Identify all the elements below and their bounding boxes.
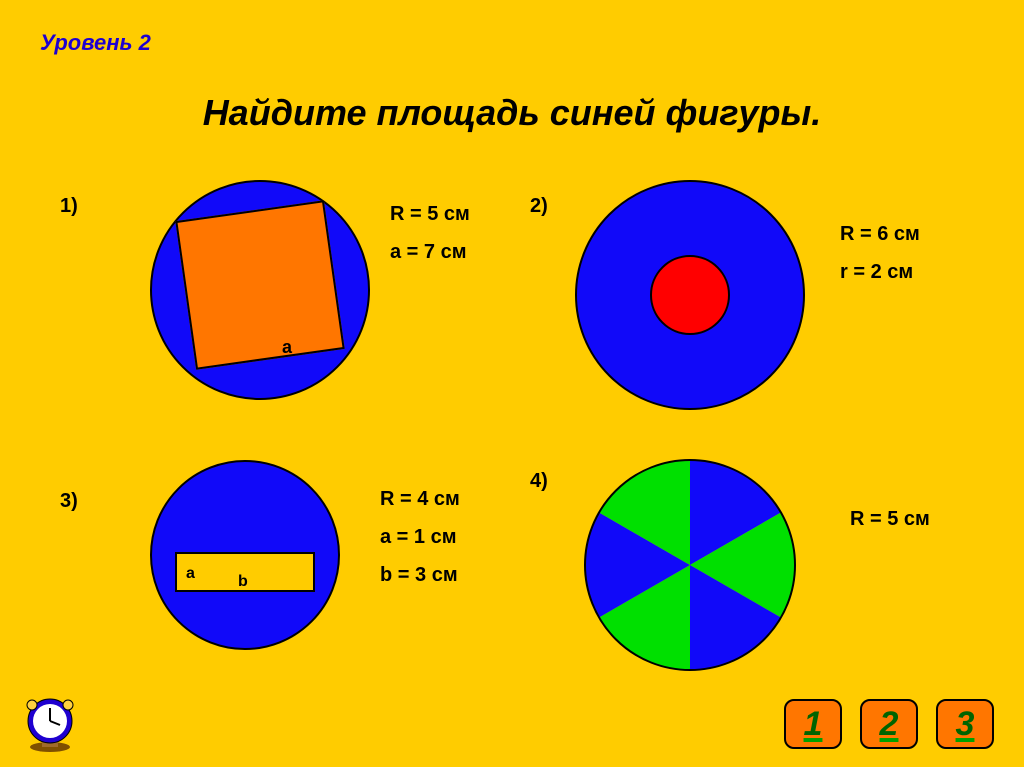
- nav-button-3[interactable]: 3: [936, 699, 994, 749]
- problem-1-number: 1): [60, 195, 78, 218]
- problem-4: 4) R = 5 см: [530, 455, 990, 685]
- problem-3-param-R: R = 4 см: [380, 480, 460, 518]
- clock-icon: [20, 693, 80, 753]
- problem-3-param-b: b = 3 см: [380, 556, 460, 594]
- problem-3-side-a-label: a: [186, 565, 195, 583]
- problem-2-params: R = 6 см r = 2 см: [840, 215, 920, 291]
- problem-1-param-R: R = 5 см: [390, 195, 470, 233]
- problem-3-side-b-label: b: [238, 573, 248, 591]
- problem-4-param-R: R = 5 см: [850, 500, 930, 538]
- nav-buttons: 1 2 3: [784, 699, 994, 749]
- problem-1-side-label: a: [282, 337, 292, 358]
- problem-2: 2) R = 6 см r = 2 см: [530, 175, 990, 425]
- problem-2-param-r: r = 2 см: [840, 253, 920, 291]
- problem-3-param-a: a = 1 см: [380, 518, 460, 556]
- problem-2-number: 2): [530, 195, 548, 218]
- page-title: Найдите площадь синей фигуры.: [0, 92, 1024, 134]
- problem-2-inner-circle: [650, 255, 730, 335]
- problem-1-square: [175, 200, 344, 369]
- nav-button-1[interactable]: 1: [784, 699, 842, 749]
- problem-1-params: R = 5 см a = 7 см: [390, 195, 470, 271]
- level-label: Уровень 2: [40, 30, 151, 56]
- problem-2-param-R: R = 6 см: [840, 215, 920, 253]
- problem-4-pie: [580, 455, 800, 675]
- problem-4-number: 4): [530, 470, 548, 493]
- problem-3-number: 3): [60, 490, 78, 513]
- problem-3: 3) a b R = 4 см a = 1 см b = 3 см: [60, 460, 500, 680]
- problem-4-params: R = 5 см: [850, 500, 930, 538]
- problem-1: 1) a R = 5 см a = 7 см: [60, 175, 500, 415]
- problem-1-param-a: a = 7 см: [390, 233, 470, 271]
- nav-button-2[interactable]: 2: [860, 699, 918, 749]
- problem-3-params: R = 4 см a = 1 см b = 3 см: [380, 480, 460, 594]
